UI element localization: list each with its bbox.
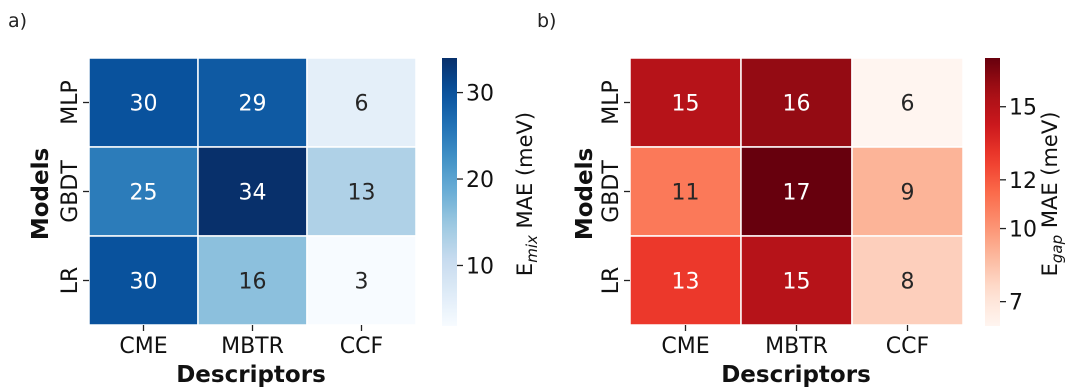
cell-value-label: 30 bbox=[130, 270, 158, 295]
colorbar-tick-label: 10 bbox=[1009, 218, 1037, 243]
cell-value-label: 25 bbox=[130, 181, 158, 206]
colorbar-tick-label: 15 bbox=[1009, 96, 1037, 121]
cell-value-label: 13 bbox=[672, 270, 700, 295]
y-axis-title-b: Models bbox=[572, 148, 598, 240]
x-axis-title-a: Descriptors bbox=[176, 362, 326, 388]
x-axis-title-b: Descriptors bbox=[721, 362, 871, 388]
y-tick-label-mlp: MLP bbox=[58, 80, 83, 125]
heatmap-cell-mlp-mbtr bbox=[197, 57, 308, 148]
heatmap-cell-lr-mbtr bbox=[740, 235, 853, 326]
colorbar-a: 10 20 30 bbox=[442, 58, 494, 326]
heatmap-cell-mlp-cme bbox=[629, 57, 742, 148]
heatmap-cell-mlp-cme bbox=[88, 57, 199, 148]
y-tick-label-gbdt: GBDT bbox=[58, 160, 83, 223]
cell-value-label: 16 bbox=[783, 92, 811, 117]
heatmap-cells-b: 15 16 6 11 17 9 13 15 8 bbox=[629, 57, 964, 326]
colorbar-title-rest-a: MAE (meV) bbox=[513, 112, 537, 235]
cell-value-label: 6 bbox=[901, 92, 915, 117]
colorbar-b: 7 10 12 15 bbox=[985, 58, 1037, 326]
heatmap-cells-a: 30 29 6 25 34 13 30 16 3 bbox=[88, 57, 417, 326]
colorbar-title-main-b: E bbox=[1038, 263, 1062, 276]
heatmap-cell-mlp-ccf bbox=[306, 57, 417, 148]
cell-value-label: 29 bbox=[239, 92, 267, 117]
heatmap-cell-gbdt-cme bbox=[88, 146, 199, 237]
y-tick-label-lr: LR bbox=[58, 267, 83, 295]
x-tick-label-ccf: CCF bbox=[340, 334, 383, 359]
colorbar-title-a: Emix MAE (meV) bbox=[513, 112, 541, 276]
y-ticks-a: MLP GBDT LR bbox=[58, 80, 89, 294]
x-tick-label-mbtr: MBTR bbox=[221, 334, 284, 359]
heatmap-cell-lr-cme bbox=[629, 235, 742, 326]
y-ticks-b: MLP GBDT LR bbox=[599, 80, 630, 294]
x-tick-label-cme: CME bbox=[119, 334, 167, 359]
colorbar-tick-label: 30 bbox=[466, 82, 494, 107]
heatmap-cell-lr-ccf bbox=[851, 235, 964, 326]
y-tick-label-gbdt: GBDT bbox=[599, 160, 624, 223]
cell-value-label: 11 bbox=[672, 181, 700, 206]
heatmap-cell-mlp-mbtr bbox=[740, 57, 853, 148]
heatmap-cell-gbdt-ccf bbox=[306, 146, 417, 237]
cell-value-label: 8 bbox=[901, 270, 915, 295]
cell-value-label: 9 bbox=[901, 181, 915, 206]
x-tick-label-mbtr: MBTR bbox=[765, 334, 828, 359]
heatmap-cell-gbdt-mbtr bbox=[740, 146, 853, 237]
cell-value-label: 34 bbox=[239, 181, 267, 206]
colorbar-tick-label: 7 bbox=[1009, 291, 1023, 316]
x-ticks-b: CME MBTR CCF bbox=[661, 325, 929, 359]
colorbar-title-rest-b: MAE (meV) bbox=[1038, 112, 1062, 235]
y-axis-title-a: Models bbox=[28, 148, 54, 240]
cell-value-label: 30 bbox=[130, 92, 158, 117]
y-tick-label-mlp: MLP bbox=[599, 80, 624, 125]
cell-value-label: 16 bbox=[239, 270, 267, 295]
heatmap-panel-a: a) Descriptors Models 30 29 6 25 34 13 30 16 3 C… bbox=[8, 10, 541, 388]
heatmap-cell-lr-mbtr bbox=[197, 235, 308, 326]
heatmap-cell-gbdt-ccf bbox=[851, 146, 964, 237]
cell-value-label: 3 bbox=[355, 270, 369, 295]
cell-value-label: 6 bbox=[355, 92, 369, 117]
cell-value-label: 15 bbox=[672, 92, 700, 117]
colorbar-title-b: Egap MAE (meV) bbox=[1038, 112, 1066, 277]
colorbar-title-sub-a: mix bbox=[523, 235, 541, 263]
panel-label-b: b) bbox=[537, 10, 556, 32]
colorbar-gradient bbox=[442, 58, 457, 326]
x-ticks-a: CME MBTR CCF bbox=[119, 325, 383, 359]
cell-value-label: 13 bbox=[348, 181, 376, 206]
colorbar-title-main-a: E bbox=[513, 263, 537, 276]
colorbar-tick-label: 12 bbox=[1009, 169, 1037, 194]
x-tick-label-ccf: CCF bbox=[886, 334, 929, 359]
cell-value-label: 17 bbox=[783, 181, 811, 206]
colorbar-tick-label: 20 bbox=[466, 168, 494, 193]
colorbar-title-sub-b: gap bbox=[1048, 235, 1066, 263]
y-tick-label-lr: LR bbox=[599, 267, 624, 295]
colorbar-tick-label: 10 bbox=[466, 254, 494, 279]
heatmap-cell-mlp-ccf bbox=[851, 57, 964, 148]
cell-value-label: 15 bbox=[783, 270, 811, 295]
heatmap-panel-b: b) Descriptors Models 15 16 6 11 17 9 13 15 8 CM… bbox=[537, 10, 1066, 388]
panel-label-a: a) bbox=[8, 10, 27, 32]
colorbar-gradient bbox=[985, 58, 1000, 326]
x-tick-label-cme: CME bbox=[661, 334, 709, 359]
